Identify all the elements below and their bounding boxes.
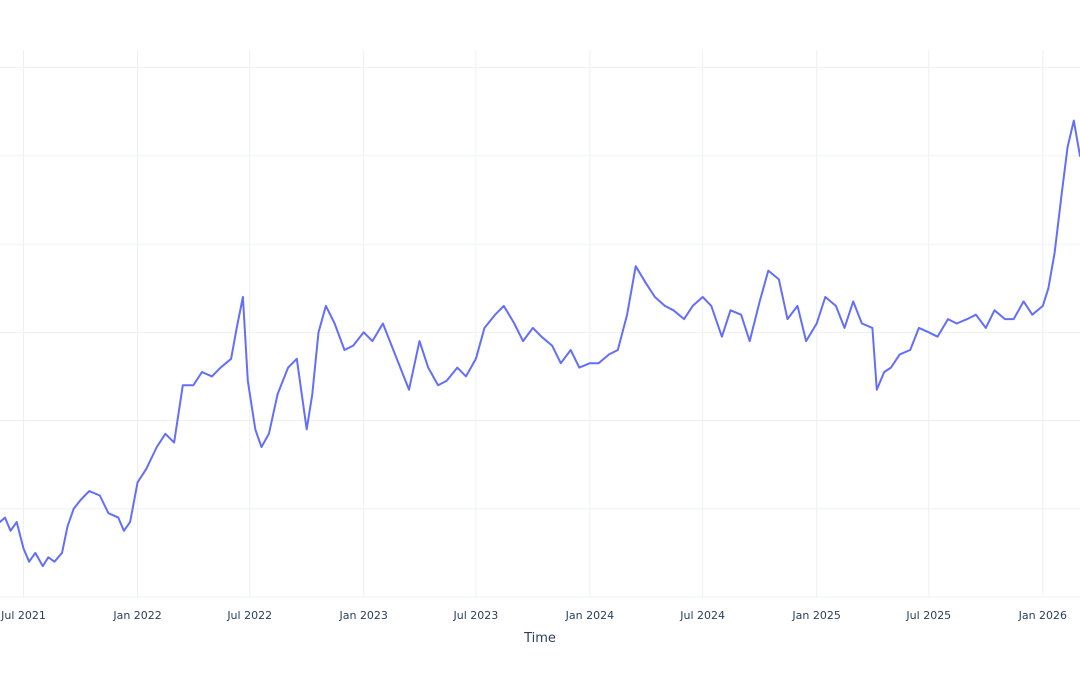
x-axis-tick-labels: Jul 2021 Jan 2022 Jul 2022 Jan 2023 Jul 2023… [0, 609, 1067, 622]
series-line [0, 119, 1080, 568]
x-axis-title: Time [523, 631, 556, 646]
x-tick-label: Jan 2025 [791, 609, 840, 622]
series-layer [0, 119, 1080, 568]
x-tick-label: Jul 2025 [905, 609, 951, 622]
x-tick-label: Jan 2022 [112, 609, 161, 622]
x-tick-label: Jan 2023 [338, 609, 387, 622]
x-tick-label: Jul 2021 [0, 609, 46, 622]
x-tick-label: Jul 2024 [679, 609, 725, 622]
x-tick-label: Jul 2022 [226, 609, 272, 622]
x-tick-label: Jan 2026 [1018, 609, 1067, 622]
y-gridlines [0, 67, 1080, 598]
x-tick-label: Jan 2024 [565, 609, 614, 622]
x-gridlines [23, 50, 1044, 597]
x-tick-label: Jul 2023 [452, 609, 498, 622]
